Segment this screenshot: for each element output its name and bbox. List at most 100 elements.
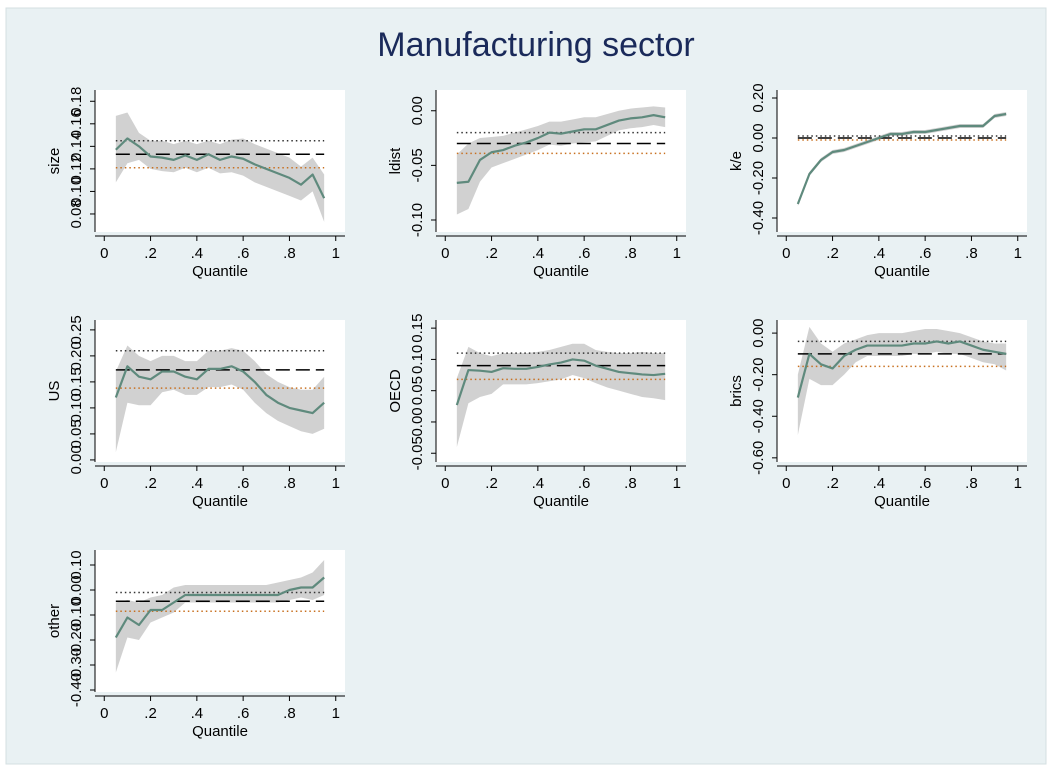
x-tick-label: .6 xyxy=(578,245,591,262)
x-tick-label: .8 xyxy=(283,475,296,492)
y-tick-label: 0.15 xyxy=(409,314,426,343)
y-tick-label: 0.00 xyxy=(750,318,767,347)
x-tick-label: 0 xyxy=(100,245,108,262)
y-axis-label: OECD xyxy=(387,369,404,413)
y-tick-label: 0.10 xyxy=(68,393,85,422)
x-tick-label: .2 xyxy=(485,245,498,262)
y-axis-label: other xyxy=(46,604,63,638)
x-tick-label: 0 xyxy=(782,245,790,262)
y-tick-label: 0.00 xyxy=(750,123,767,152)
x-tick-label: .8 xyxy=(283,705,296,722)
y-tick-label: -0.10 xyxy=(409,203,426,237)
x-axis-label: Quantile xyxy=(533,493,589,510)
y-tick-label: 0.00 xyxy=(68,575,85,604)
y-axis-label: size xyxy=(46,148,63,175)
y-tick-label: -0.20 xyxy=(68,623,85,657)
y-tick-label: 0.00 xyxy=(409,407,426,436)
x-axis-label: Quantile xyxy=(192,723,248,740)
y-tick-label: 0.10 xyxy=(68,177,85,206)
y-tick-label: 0.10 xyxy=(409,345,426,374)
x-tick-label: .4 xyxy=(191,475,204,492)
estimate-line xyxy=(114,576,325,639)
x-tick-label: 0 xyxy=(100,705,108,722)
confidence-band xyxy=(115,560,325,673)
plot-area xyxy=(777,90,1027,232)
y-tick-label: -0.30 xyxy=(68,648,85,682)
y-tick-label: 0.00 xyxy=(68,445,85,474)
estimate-line xyxy=(796,112,1007,205)
x-tick-label: .8 xyxy=(624,245,637,262)
x-tick-label: 1 xyxy=(1014,245,1022,262)
x-tick-label: .2 xyxy=(826,475,839,492)
x-tick-label: .6 xyxy=(919,475,932,492)
x-axis-label: Quantile xyxy=(192,493,248,510)
estimate-line xyxy=(456,114,666,184)
y-tick-label: 0.08 xyxy=(68,199,85,228)
y-tick-label: -0.05 xyxy=(409,436,426,470)
x-tick-label: 1 xyxy=(332,705,340,722)
figure-title: Manufacturing sector xyxy=(377,26,695,64)
y-tick-label: 0.14 xyxy=(68,132,85,161)
y-tick-label: 0.05 xyxy=(68,419,85,448)
y-tick-label: 0.16 xyxy=(68,109,85,138)
x-tick-label: .6 xyxy=(237,705,250,722)
x-tick-label: .6 xyxy=(919,245,932,262)
x-tick-label: .4 xyxy=(532,475,545,492)
y-tick-label: 0.00 xyxy=(409,96,426,125)
x-axis-label: Quantile xyxy=(192,263,248,280)
y-tick-label: 0.20 xyxy=(750,83,767,112)
y-tick-label: 0.05 xyxy=(409,376,426,405)
y-tick-label: -0.60 xyxy=(750,441,767,475)
x-tick-label: .6 xyxy=(578,475,591,492)
x-tick-label: .2 xyxy=(826,245,839,262)
x-axis-label: Quantile xyxy=(533,263,589,280)
x-tick-label: .6 xyxy=(237,475,250,492)
y-axis-label: k/e xyxy=(728,151,745,171)
y-tick-label: 0.10 xyxy=(68,550,85,579)
estimate-line xyxy=(796,340,1007,398)
x-tick-label: .8 xyxy=(965,245,978,262)
y-axis-label: ldist xyxy=(387,147,404,175)
x-tick-label: .2 xyxy=(144,245,157,262)
x-tick-label: 1 xyxy=(673,475,681,492)
estimate-line xyxy=(114,365,325,415)
y-tick-label: 0.15 xyxy=(68,367,85,396)
x-tick-label: 1 xyxy=(673,245,681,262)
y-tick-label: -0.40 xyxy=(750,399,767,433)
y-tick-label: -0.20 xyxy=(750,161,767,195)
estimate-line xyxy=(115,137,326,199)
x-tick-label: .8 xyxy=(624,475,637,492)
y-tick-label: -0.05 xyxy=(409,148,426,182)
x-tick-label: 1 xyxy=(332,475,340,492)
x-tick-label: .4 xyxy=(873,245,886,262)
y-tick-label: -0.40 xyxy=(750,201,767,235)
y-tick-label: 0.25 xyxy=(68,315,85,344)
x-axis-label: Quantile xyxy=(874,493,930,510)
y-axis-label: US xyxy=(46,381,63,402)
x-tick-label: 0 xyxy=(782,475,790,492)
x-tick-label: 0 xyxy=(441,245,449,262)
x-tick-label: .2 xyxy=(485,475,498,492)
x-tick-label: 1 xyxy=(1014,475,1022,492)
x-tick-label: 1 xyxy=(332,245,340,262)
x-tick-label: .4 xyxy=(873,475,886,492)
x-tick-label: 0 xyxy=(100,475,108,492)
y-axis-label: brics xyxy=(728,375,745,407)
y-tick-label: 0.18 xyxy=(68,87,85,116)
x-tick-label: .4 xyxy=(191,705,204,722)
y-tick-label: -0.10 xyxy=(68,598,85,632)
x-tick-label: .8 xyxy=(283,245,296,262)
x-tick-label: .2 xyxy=(144,705,157,722)
estimate-line xyxy=(455,358,666,406)
x-tick-label: .4 xyxy=(532,245,545,262)
x-tick-label: .4 xyxy=(191,245,204,262)
x-tick-label: .2 xyxy=(144,475,157,492)
x-axis-label: Quantile xyxy=(874,263,930,280)
x-tick-label: 0 xyxy=(441,475,449,492)
x-tick-label: .8 xyxy=(965,475,978,492)
y-tick-label: 0.12 xyxy=(68,154,85,183)
y-tick-label: 0.20 xyxy=(68,341,85,370)
x-tick-label: .6 xyxy=(237,245,250,262)
y-tick-label: -0.40 xyxy=(68,673,85,707)
